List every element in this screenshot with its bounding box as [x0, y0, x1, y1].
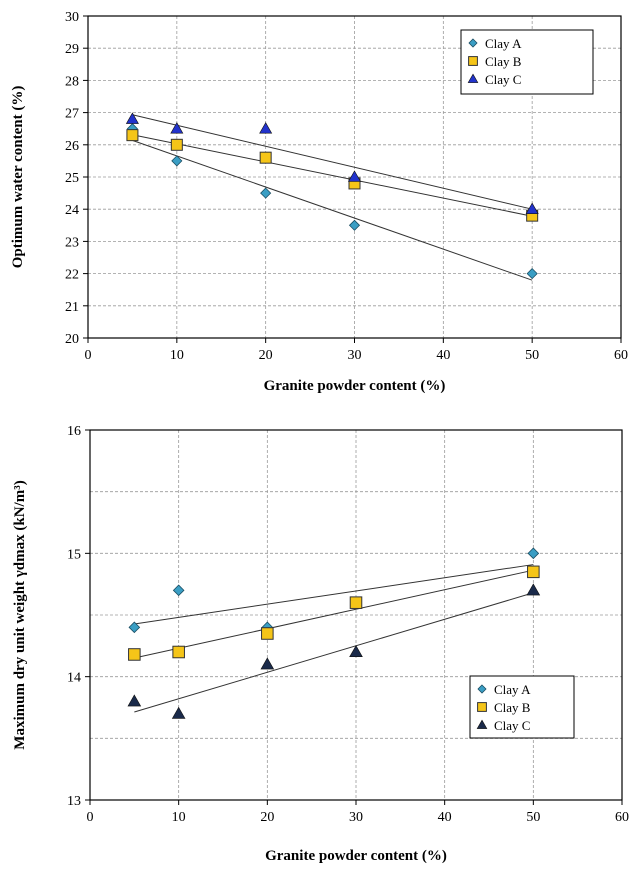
series-clay-b [128, 565, 540, 661]
x-tick-label: 30 [349, 810, 363, 825]
legend-label-clay-a: Clay A [494, 682, 531, 697]
x-tick-label: 0 [87, 810, 94, 825]
x-tick-label: 20 [260, 810, 274, 825]
y-axis-title: Optimum water content (%) [10, 86, 26, 269]
data-point-clay-c [260, 657, 275, 670]
series-clay-a [126, 123, 538, 280]
data-point-clay-a [260, 187, 272, 199]
y-tick-label: 30 [65, 10, 79, 25]
trendline-clay-a [134, 564, 534, 625]
x-axis-title: Granite powder content (%) [264, 378, 446, 394]
y-tick-label: 13 [67, 794, 81, 809]
series-clay-a [128, 547, 540, 634]
chart-optimum-water-svg: 0 10 20 30 40 50 60 20 21 22 23 24 25 26 27 28 29 30 Grani… [10, 10, 628, 394]
chart-max-dry-unit-weight-svg: 0 10 20 30 40 50 60 13 14 15 16 Granite powder cont… [12, 424, 629, 864]
plot-area [89, 429, 623, 801]
data-point-clay-b [126, 129, 139, 142]
legend-marker-clay-b [468, 56, 478, 66]
tick-labels: 0 10 20 30 40 50 60 20 21 22 23 24 25 26 27 28 29 30 [65, 10, 628, 363]
data-point-clay-a [348, 219, 361, 231]
chart-max-dry-unit-weight: 0 10 20 30 40 50 60 13 14 15 16 Granite powder cont… [0, 418, 630, 866]
legend-box [469, 675, 575, 739]
data-point-clay-c [525, 202, 539, 214]
data-point-clay-c [347, 170, 362, 182]
data-point-clay-b [128, 648, 141, 661]
y-tick-label: 15 [67, 547, 81, 562]
y-tick-label: 28 [65, 74, 79, 89]
x-axis-title: Granite powder content (%) [265, 848, 447, 864]
data-point-clay-a [172, 584, 185, 597]
y-tick-label: 25 [65, 171, 79, 186]
data-point-clay-b [527, 565, 540, 579]
trendline-clay-c [134, 592, 534, 713]
gridlines [90, 430, 622, 800]
y-tick-label: 24 [65, 203, 79, 218]
series-clay-c [125, 112, 539, 214]
legend-label-clay-a: Clay A [485, 36, 522, 51]
x-tick-label: 30 [348, 348, 362, 363]
tick-labels: 0 10 20 30 40 50 60 13 14 15 16 [67, 424, 629, 825]
data-point-clay-b [170, 138, 183, 151]
y-tick-label: 23 [65, 235, 79, 250]
y-tick-label: 16 [67, 424, 81, 439]
legend-marker-clay-a [468, 38, 478, 48]
data-point-clay-c [259, 122, 273, 134]
legend-label-clay-c: Clay C [485, 72, 521, 87]
legend-marker-clay-c [467, 73, 479, 83]
legend-marker-clay-b [477, 702, 487, 712]
y-tick-label: 29 [65, 42, 79, 57]
y-tick-label: 26 [65, 139, 79, 154]
x-tick-label: 20 [259, 348, 273, 363]
data-point-clay-a [526, 268, 538, 280]
x-tick-label: 0 [85, 348, 92, 363]
data-point-clay-b [349, 596, 363, 609]
x-tick-label: 10 [170, 348, 184, 363]
data-point-clay-a [527, 547, 540, 560]
trendline-clay-a [132, 139, 533, 281]
trendline-clay-c [132, 114, 533, 210]
x-tick-label: 50 [526, 810, 540, 825]
data-point-clay-c [349, 645, 363, 658]
data-point-clay-b [259, 151, 272, 164]
chart-optimum-water-content: 0 10 20 30 40 50 60 20 21 22 23 24 25 26 27 28 29 30 Grani… [0, 0, 630, 410]
y-tick-label: 22 [65, 268, 79, 283]
x-tick-label: 60 [615, 810, 629, 825]
data-point-clay-a [128, 621, 141, 634]
y-axis-title: Maximum dry unit weight γdmax (kN/m³) [12, 480, 28, 749]
legend: Clay A Clay B Clay C [460, 29, 594, 95]
plot-area [87, 15, 622, 339]
trendlines [134, 564, 534, 713]
trendlines [132, 114, 533, 281]
y-tick-label: 27 [65, 107, 79, 122]
data-point-clay-b [261, 627, 274, 640]
data-point-clay-c [171, 706, 186, 719]
x-tick-label: 40 [438, 810, 452, 825]
trendline-clay-b [134, 569, 534, 659]
legend-marker-clay-c [476, 719, 488, 729]
x-tick-label: 40 [436, 348, 450, 363]
x-tick-label: 60 [614, 348, 628, 363]
data-point-clay-c [127, 694, 142, 707]
data-point-clay-b [172, 645, 185, 659]
legend-label-clay-b: Clay B [494, 700, 531, 715]
y-tick-label: 14 [67, 671, 81, 686]
x-tick-label: 50 [525, 348, 539, 363]
legend-label-clay-c: Clay C [494, 718, 530, 733]
trendline-clay-b [132, 134, 533, 217]
data-point-clay-c [170, 122, 184, 134]
legend-box [460, 29, 594, 95]
legend: Clay A Clay B Clay C [469, 675, 575, 739]
legend-label-clay-b: Clay B [485, 54, 522, 69]
data-point-clay-a [171, 155, 183, 167]
legend-marker-clay-a [477, 684, 487, 694]
x-tick-label: 10 [172, 810, 186, 825]
series-clay-c [127, 583, 541, 719]
y-tick-label: 20 [65, 332, 79, 347]
data-point-clay-c [125, 112, 139, 124]
data-point-clay-c [526, 583, 541, 596]
y-tick-label: 21 [65, 300, 79, 315]
